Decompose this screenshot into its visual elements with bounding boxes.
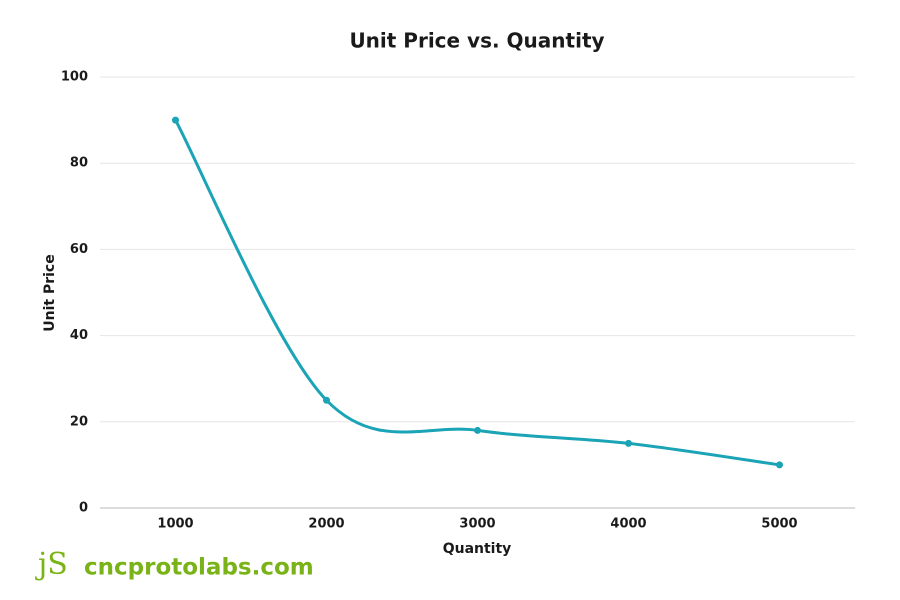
point — [323, 396, 330, 404]
y-tick-label: 20 — [70, 414, 88, 429]
point — [172, 116, 179, 124]
line — [174, 119, 780, 467]
point — [625, 439, 632, 447]
x-axis-label: Quantity — [443, 541, 512, 557]
point — [776, 461, 783, 469]
y-tick-label: 100 — [61, 70, 88, 85]
x-tick-label: 2000 — [308, 517, 344, 532]
point — [474, 426, 481, 434]
x-tick-label: 5000 — [761, 517, 797, 532]
watermark-logo: jS — [35, 547, 68, 582]
x-tick-label: 3000 — [459, 517, 495, 532]
y-tick-label: 60 — [70, 242, 88, 257]
watermark-text: cncprotolabs.com — [84, 555, 314, 581]
x-tick-label: 1000 — [157, 517, 193, 532]
x-tick-label: 4000 — [610, 517, 646, 532]
chart-title: Unit Price vs. Quantity — [349, 29, 604, 53]
y-tick-label: 0 — [79, 501, 88, 516]
y-axis-label: Unit Price — [42, 254, 58, 331]
y-tick-label: 40 — [70, 328, 88, 343]
y-tick-label: 80 — [70, 156, 88, 171]
